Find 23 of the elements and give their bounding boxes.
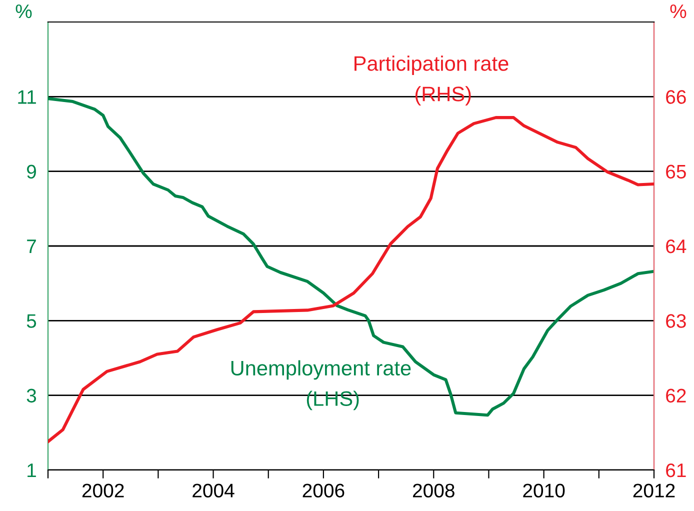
x-tick-label: 2008	[412, 484, 454, 498]
y-tick-label: 9	[26, 164, 36, 179]
x-tick-label: 2010	[523, 484, 565, 498]
y2-axis-title: %	[670, 4, 686, 18]
y2-tick-label: 63	[666, 314, 686, 328]
annotation: (LHS)	[306, 390, 359, 410]
text: Participation rate	[354, 56, 508, 76]
x-tick-label: 2012	[633, 484, 675, 498]
y-tick-label: 5	[26, 314, 36, 328]
x-tick-label: 2006	[302, 484, 344, 498]
y2-tick-label: 61	[666, 463, 686, 478]
y2-tick-label: 65	[666, 164, 686, 179]
y-tick-label: 3	[26, 388, 36, 403]
x-tick-label: 2004	[192, 484, 234, 498]
x-tick-label: 2002	[82, 484, 124, 498]
y-axis-title: %	[16, 4, 32, 18]
y-tick-label: 7	[27, 240, 36, 254]
y2-tick-label: 64	[666, 239, 686, 254]
y2-tick-label: 62	[666, 388, 686, 403]
y-tick-label: 1	[28, 464, 36, 478]
y-tick-label: 11	[18, 90, 36, 104]
y2-tick-label: 66	[666, 90, 686, 104]
series-label: Unemployment rate	[231, 360, 411, 380]
